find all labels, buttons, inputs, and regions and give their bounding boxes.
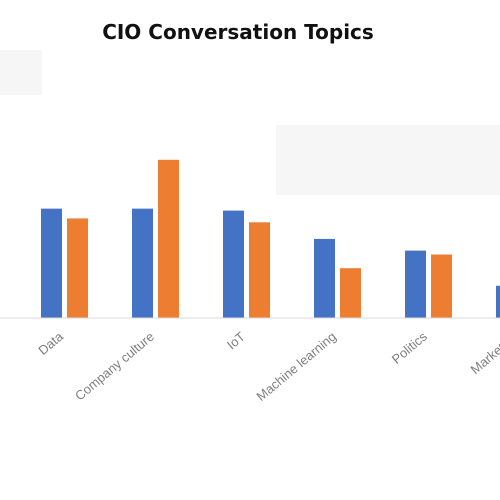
bar-machine-learning-series-2: [340, 268, 361, 318]
bar-marketing-series-1: [496, 285, 500, 318]
background-shade: [276, 125, 500, 195]
x-tick-label: Machine learning: [253, 329, 338, 404]
bar-data-series-2: [67, 218, 88, 318]
bar-iot-series-2: [249, 222, 270, 318]
bar-machine-learning-series-1: [314, 238, 335, 318]
bar-company-culture-series-2: [158, 159, 179, 318]
bar-politics-series-2: [431, 254, 452, 318]
x-tick-label: Data: [35, 328, 66, 358]
bar-company-culture-series-1: [132, 208, 153, 318]
bar-iot-series-1: [223, 210, 244, 318]
x-tick-label: Company culture: [72, 329, 157, 404]
x-tick-labels: Data Company culture IoT Machine learning Po…: [35, 328, 500, 404]
x-tick-label: Marketing: [468, 329, 500, 377]
bar-politics-series-1: [405, 250, 426, 318]
x-tick-label: IoT: [224, 329, 248, 353]
x-tick-label: Politics: [389, 328, 431, 366]
page-title: CIO Conversation Topics: [102, 20, 374, 44]
background-shade: [0, 50, 42, 95]
bars-group: [41, 159, 500, 318]
bar-data-series-1: [41, 208, 62, 318]
